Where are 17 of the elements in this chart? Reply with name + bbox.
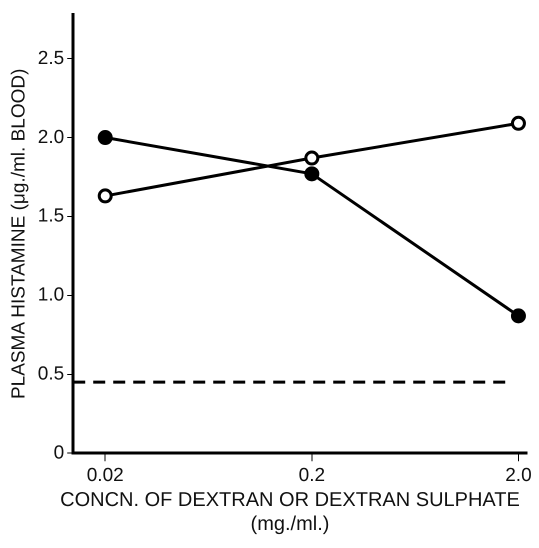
point (510, 116, 526, 131)
point (304, 150, 320, 166)
y-tick-label: 2.5 (38, 48, 64, 69)
y-tick-label: 0.5 (38, 364, 64, 385)
y-tick-label: 0 (54, 442, 64, 464)
x-tick-label: 2.0 (505, 464, 532, 486)
point (98, 130, 113, 146)
point (98, 188, 113, 204)
y-tick-label: 1.5 (38, 206, 64, 227)
y-tick-label: 1.0 (38, 284, 64, 306)
x-axis-title: CONCN. OF DEXTRAN OR DEXTRAN SULPHATE (mg./ml.) (59, 488, 521, 536)
x-tick-label: 0.2 (298, 464, 326, 486)
x-tick-label: 0.02 (86, 464, 124, 486)
y-axis-title: PLASMA HISTAMINE (μg./ml. BLOOD) (8, 68, 30, 400)
point (510, 308, 526, 324)
point (304, 166, 320, 182)
y-tick-label: 2.0 (38, 126, 64, 148)
